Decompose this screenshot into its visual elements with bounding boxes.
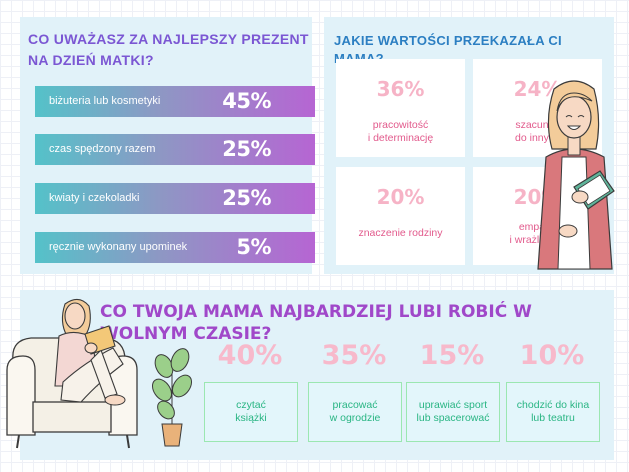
- gifts-panel: CO UWAŻASZ ZA NAJLEPSZY PREZENT NA DZIEŃ…: [20, 17, 315, 274]
- hobby-percent: 35%: [321, 340, 387, 371]
- gift-bar-value: 25%: [222, 186, 271, 210]
- gift-bar: biżuteria lub kosmetyki 45%: [35, 86, 315, 117]
- hobby-percent: 40%: [217, 340, 283, 371]
- value-card: 36% pracowitość i determinację: [336, 59, 465, 157]
- woman-reading-in-armchair-illustration: [6, 298, 138, 449]
- hobby-label: czytać książki: [235, 399, 267, 424]
- gift-bar-label: czas spędzony razem: [49, 143, 156, 155]
- gift-bar-value: 5%: [236, 235, 271, 259]
- gift-bar: kwiaty i czekoladki 25%: [35, 183, 315, 214]
- gift-bar-label: biżuteria lub kosmetyki: [49, 95, 161, 107]
- values-panel: JAKIE WARTOŚCI PRZEKAZAŁA CI MAMA? 36% p…: [324, 17, 615, 274]
- gift-bar-label: ręcznie wykonany upominek: [49, 241, 188, 253]
- hobby-label: chodzić do kina lub teatru: [516, 399, 590, 424]
- hobby-box: pracować w ogrodzie: [308, 382, 402, 442]
- gifts-title: CO UWAŻASZ ZA NAJLEPSZY PREZENT NA DZIEŃ…: [28, 31, 309, 68]
- value-card-label: znaczenie rodziny: [358, 227, 443, 239]
- gift-bar: czas spędzony razem 25%: [35, 134, 315, 165]
- hobby-box: czytać książki: [204, 382, 298, 442]
- hobby-label: pracować w ogrodzie: [329, 399, 381, 424]
- value-card-label: pracowitość i determinację: [367, 119, 434, 144]
- hobby-box: chodzić do kina lub teatru: [506, 382, 600, 442]
- hobby-percent: 15%: [419, 340, 485, 371]
- potted-plant-illustration: [151, 348, 193, 447]
- hobby-percent: 10%: [519, 340, 585, 371]
- value-card-percent: 36%: [376, 77, 425, 101]
- hobby-label: uprawiać sport lub spacerować: [416, 399, 490, 424]
- woman-holding-book-illustration: [537, 80, 615, 270]
- hobbies-title: CO TWOJA MAMA NAJBARDZIEJ LUBI ROBIĆ W W…: [100, 302, 532, 344]
- hobby-box: uprawiać sport lub spacerować: [406, 382, 500, 442]
- gift-bar-value: 25%: [222, 137, 271, 161]
- value-card-percent: 20%: [376, 185, 425, 209]
- value-card: 20% znaczenie rodziny: [336, 167, 465, 265]
- gift-bar-label: kwiaty i czekoladki: [49, 192, 140, 204]
- gift-bar: ręcznie wykonany upominek 5%: [35, 232, 315, 263]
- gift-bar-value: 45%: [222, 89, 271, 113]
